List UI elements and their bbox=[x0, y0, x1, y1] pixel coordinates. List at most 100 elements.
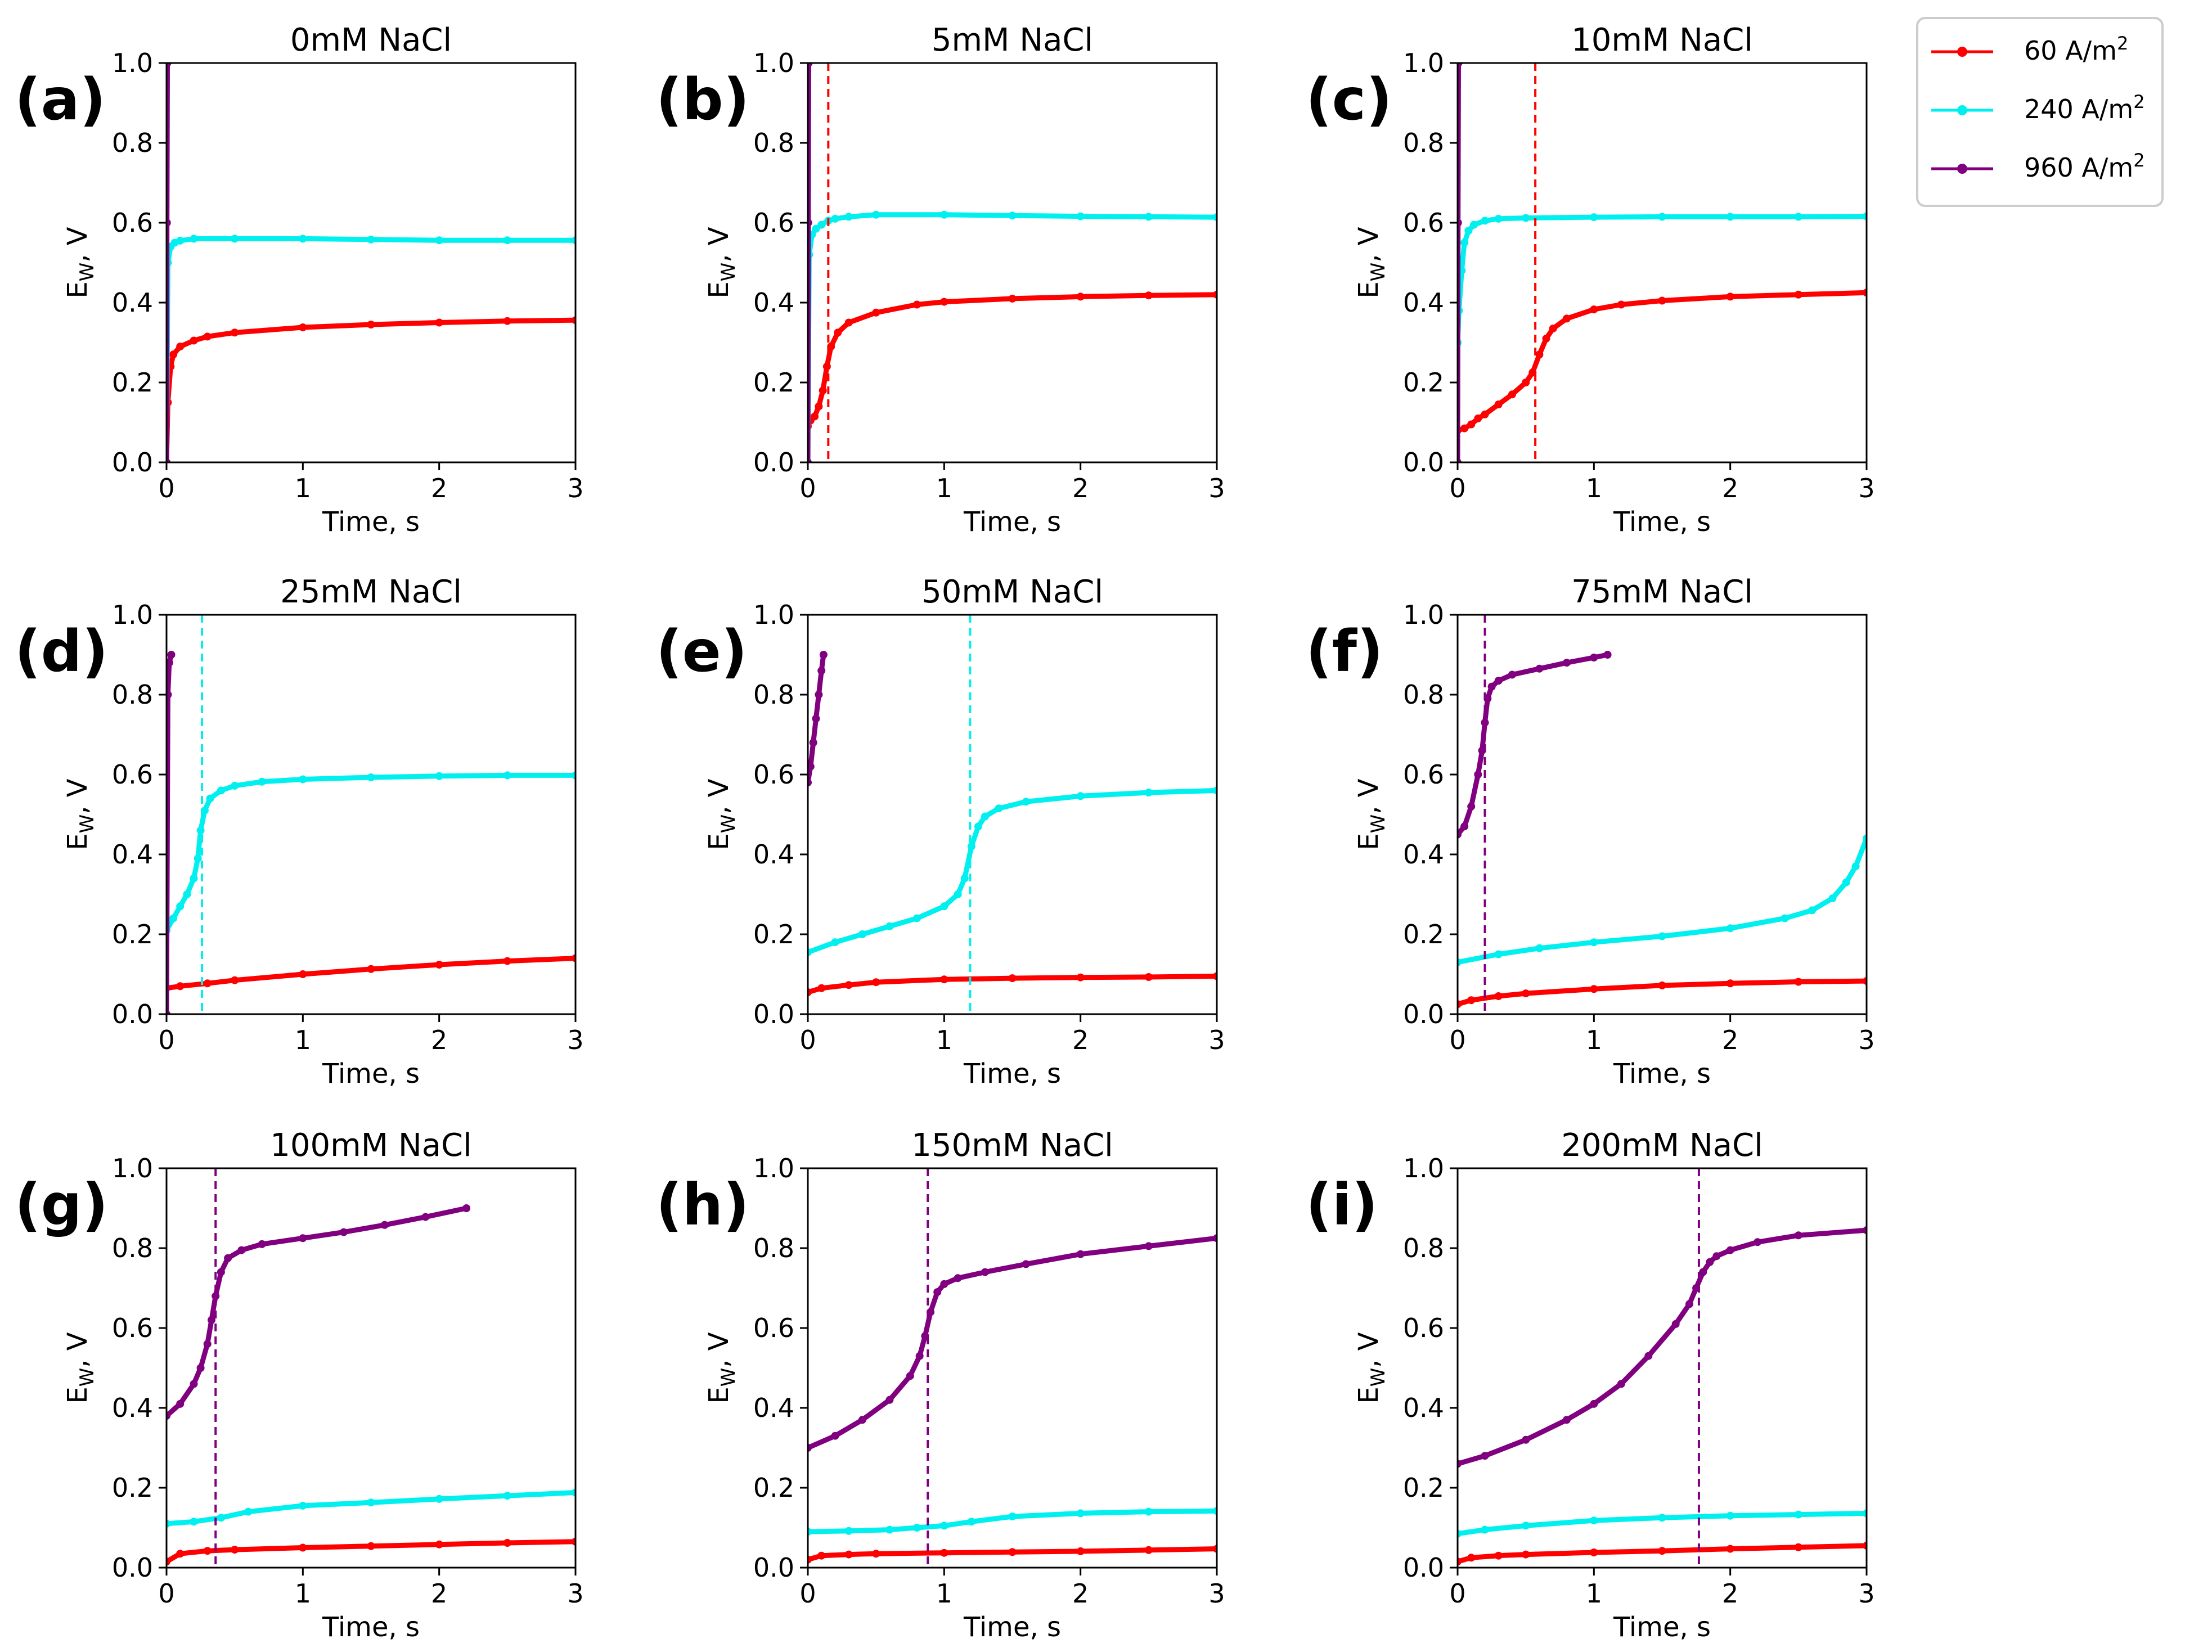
data-point-c-1-5 bbox=[1470, 220, 1478, 229]
data-point-g-2-7 bbox=[217, 1268, 225, 1276]
series-line-a-0 bbox=[167, 317, 576, 462]
data-point-i-1-5 bbox=[1726, 1511, 1734, 1520]
data-point-g-2-10 bbox=[258, 1240, 266, 1248]
data-point-e-1-15 bbox=[1213, 786, 1217, 795]
data-point-d-1-12 bbox=[299, 775, 307, 784]
y-tick-label-g-1: 0.2 bbox=[112, 1473, 153, 1503]
series-line-h-2 bbox=[808, 1235, 1217, 1451]
series-line-i-2 bbox=[1458, 1227, 1867, 1466]
data-point-b-1-11 bbox=[1076, 212, 1085, 220]
data-point-b-2-0 bbox=[808, 458, 812, 462]
data-point-c-0-3 bbox=[1474, 414, 1482, 422]
data-point-g-2-0 bbox=[167, 1412, 170, 1420]
data-point-e-0-8 bbox=[1213, 972, 1217, 980]
data-point-g-2-3 bbox=[196, 1364, 205, 1372]
data-point-h-2-0 bbox=[808, 1444, 812, 1452]
series-line-f-1 bbox=[1458, 836, 1867, 965]
data-point-d-0-8 bbox=[572, 954, 576, 962]
data-point-f-1-4 bbox=[1658, 932, 1666, 940]
data-point-g-0-4 bbox=[299, 1543, 307, 1552]
data-point-f-0-2 bbox=[1494, 992, 1503, 1000]
data-point-f-0-8 bbox=[1863, 977, 1867, 985]
data-point-h-0-4 bbox=[940, 1549, 948, 1557]
data-point-f-2-1 bbox=[1460, 822, 1469, 831]
data-point-e-1-9 bbox=[974, 822, 982, 831]
data-point-h-1-9 bbox=[1213, 1507, 1217, 1515]
data-point-f-2-3 bbox=[1474, 771, 1482, 778]
y-axis-label-a: EW, V bbox=[62, 227, 98, 298]
x-tick-label-b-3: 3 bbox=[1208, 473, 1225, 503]
data-point-i-0-2 bbox=[1494, 1551, 1503, 1560]
data-point-i-0-6 bbox=[1726, 1545, 1734, 1553]
series-e-2 bbox=[808, 651, 828, 787]
data-point-g-0-6 bbox=[435, 1540, 443, 1549]
data-point-c-0-15 bbox=[1658, 296, 1666, 305]
x-tick-label-e-1: 1 bbox=[936, 1025, 952, 1055]
data-point-f-0-5 bbox=[1658, 981, 1666, 989]
x-axis-label-h: Time, s bbox=[963, 1612, 1061, 1643]
series-i-1 bbox=[1458, 1509, 1867, 1538]
y-axis-label-suffix-c: , V bbox=[1353, 227, 1384, 263]
data-point-b-1-4 bbox=[817, 220, 826, 229]
panel-letter-e: (e) bbox=[656, 618, 747, 685]
data-point-h-2-8 bbox=[933, 1288, 942, 1297]
data-point-i-1-2 bbox=[1522, 1522, 1530, 1530]
legend-label-240: 240 A/m2 bbox=[2024, 91, 2145, 124]
data-point-f-0-0 bbox=[1458, 1000, 1462, 1009]
y-tick-label-e-3: 0.6 bbox=[753, 759, 794, 790]
data-point-a-1-7 bbox=[299, 235, 307, 243]
data-point-i-2-4 bbox=[1590, 1399, 1598, 1408]
data-point-g-1-4 bbox=[299, 1501, 307, 1510]
data-point-b-1-8 bbox=[872, 210, 880, 219]
x-tick-label-g-2: 2 bbox=[431, 1578, 447, 1609]
y-tick-label-i-4: 0.8 bbox=[1403, 1233, 1444, 1263]
data-point-e-2-0 bbox=[808, 778, 812, 787]
data-point-a-0-11 bbox=[503, 317, 511, 325]
data-point-f-2-0 bbox=[1458, 830, 1462, 839]
data-point-i-2-15 bbox=[1794, 1231, 1802, 1240]
data-point-c-1-3 bbox=[1460, 238, 1469, 247]
data-point-d-0-3 bbox=[231, 976, 239, 984]
data-point-f-1-7 bbox=[1808, 906, 1817, 915]
data-point-h-2-13 bbox=[1076, 1250, 1085, 1258]
y-tick-label-e-1: 0.2 bbox=[753, 919, 794, 949]
y-axis-label-suffix-h: , V bbox=[703, 1332, 735, 1368]
legend-marker-960 bbox=[1957, 164, 1967, 174]
chart-panel-e: 0 1 2 3 0.0 0.2 0.4 0.6 0.8 1.0 50mM NaCl Time, s EW… bbox=[656, 574, 1225, 1090]
data-point-i-2-16 bbox=[1863, 1226, 1867, 1235]
x-tick-label-h-0: 0 bbox=[799, 1578, 816, 1609]
data-point-g-0-2 bbox=[203, 1547, 212, 1555]
data-point-h-1-7 bbox=[1076, 1509, 1085, 1518]
y-axis-label-suffix-d: , V bbox=[62, 778, 93, 814]
y-axis-label-h: EW, V bbox=[703, 1332, 740, 1403]
data-point-e-1-8 bbox=[967, 842, 975, 850]
data-point-d-1-16 bbox=[572, 771, 576, 780]
x-tick-label-g-0: 0 bbox=[158, 1578, 174, 1609]
x-tick-label-e-2: 2 bbox=[1072, 1025, 1089, 1055]
data-point-a-0-4 bbox=[176, 343, 185, 351]
data-point-d-1-15 bbox=[503, 771, 511, 780]
y-axis-label-b: EW, V bbox=[703, 227, 740, 298]
y-tick-label-c-1: 0.2 bbox=[1403, 367, 1444, 398]
series-f-0 bbox=[1458, 977, 1867, 1009]
y-axis-label-main-e: E bbox=[703, 833, 735, 850]
x-tick-label-g-3: 3 bbox=[567, 1578, 583, 1609]
chart-title-f: 75mM NaCl bbox=[1571, 574, 1753, 610]
x-axis-label-b: Time, s bbox=[963, 506, 1061, 538]
x-tick-label-c-2: 2 bbox=[1722, 473, 1738, 503]
data-point-g-2-14 bbox=[421, 1213, 430, 1221]
x-tick-label-c-0: 0 bbox=[1449, 473, 1465, 503]
plot-frame-i bbox=[1456, 1167, 1868, 1569]
data-point-b-0-12 bbox=[1008, 294, 1017, 303]
data-point-e-0-4 bbox=[940, 975, 948, 984]
data-point-a-2-2 bbox=[167, 63, 172, 67]
data-point-f-2-7 bbox=[1487, 682, 1496, 691]
x-tick-label-d-3: 3 bbox=[567, 1025, 583, 1055]
panel-letter-f: (f) bbox=[1306, 618, 1383, 685]
data-point-d-1-14 bbox=[435, 772, 443, 780]
x-tick-label-b-2: 2 bbox=[1072, 473, 1089, 503]
data-point-g-2-5 bbox=[208, 1316, 215, 1324]
legend-entry-960: 960 A/m2 bbox=[1931, 150, 2145, 183]
data-point-c-1-9 bbox=[1590, 213, 1598, 222]
chart-title-b: 5mM NaCl bbox=[932, 22, 1093, 58]
